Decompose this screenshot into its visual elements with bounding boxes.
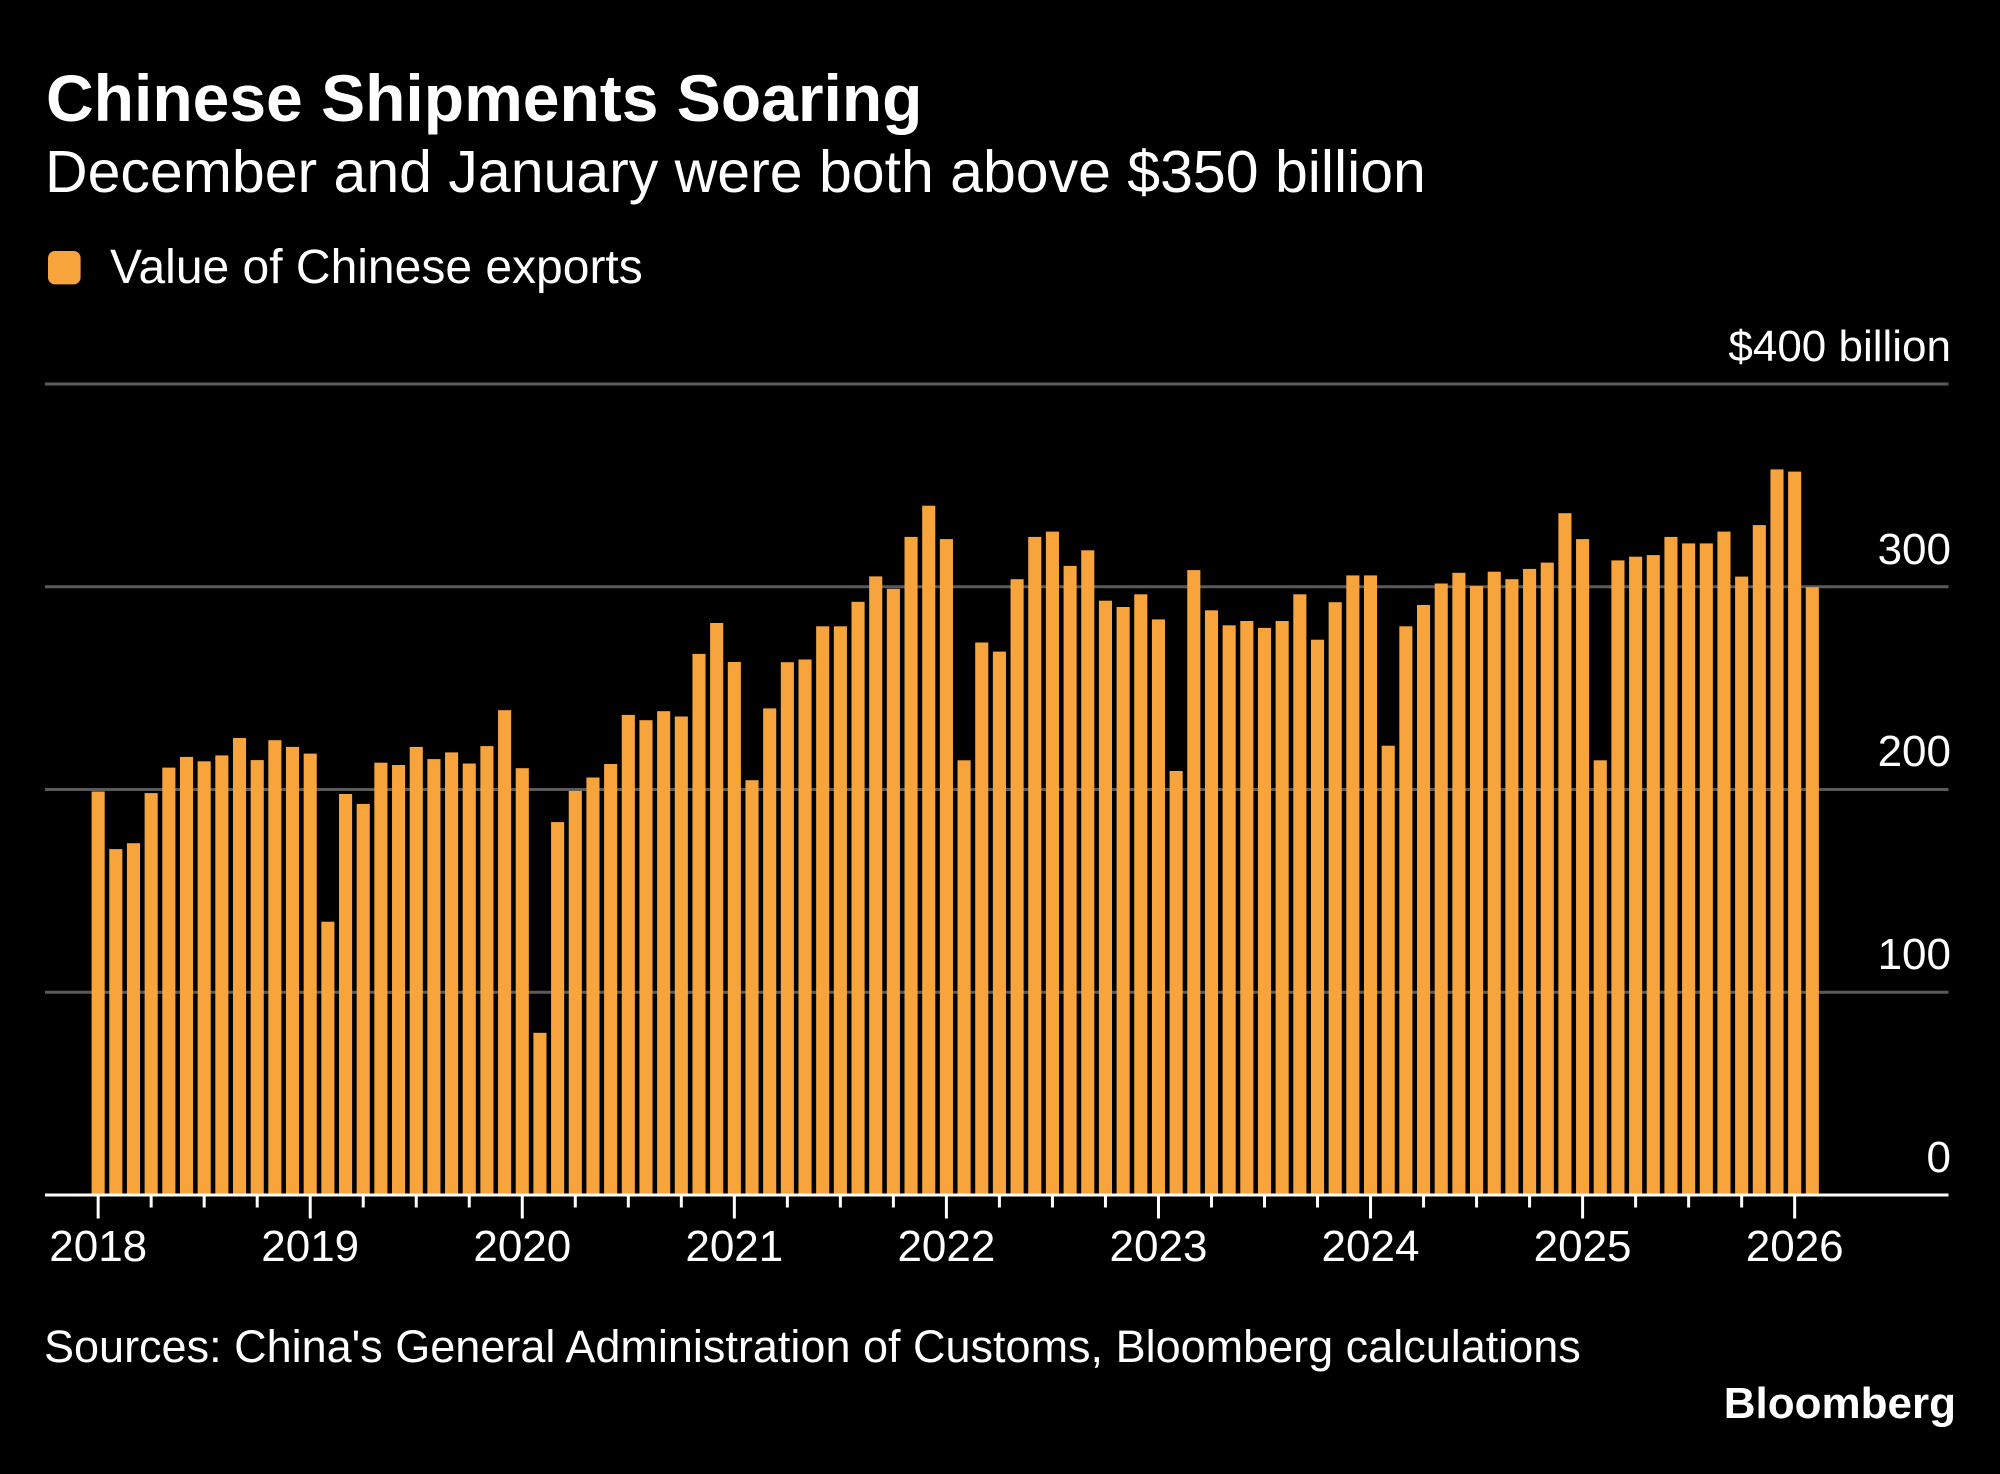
svg-text:200: 200	[1878, 727, 1951, 776]
svg-text:2018: 2018	[49, 1222, 147, 1271]
svg-text:2020: 2020	[473, 1222, 571, 1271]
svg-text:2022: 2022	[897, 1222, 995, 1271]
svg-text:Chinese Shipments Soaring: Chinese Shipments Soaring	[46, 61, 923, 135]
svg-text:300: 300	[1878, 525, 1951, 574]
svg-text:2023: 2023	[1110, 1222, 1208, 1271]
svg-text:2026: 2026	[1746, 1222, 1844, 1271]
svg-text:2025: 2025	[1534, 1222, 1632, 1271]
svg-text:2021: 2021	[685, 1222, 783, 1271]
svg-text:December and January were both: December and January were both above $35…	[45, 139, 1426, 205]
svg-text:Bloomberg: Bloomberg	[1724, 1379, 1956, 1428]
svg-text:0: 0	[1927, 1133, 1951, 1182]
svg-text:2019: 2019	[261, 1222, 359, 1271]
svg-text:Sources: China's General Admin: Sources: China's General Administration …	[44, 1321, 1581, 1372]
svg-text:Value of Chinese exports: Value of Chinese exports	[110, 241, 643, 294]
svg-text:2024: 2024	[1322, 1222, 1420, 1271]
svg-text:$400 billion: $400 billion	[1728, 322, 1951, 371]
svg-text:100: 100	[1878, 930, 1951, 979]
